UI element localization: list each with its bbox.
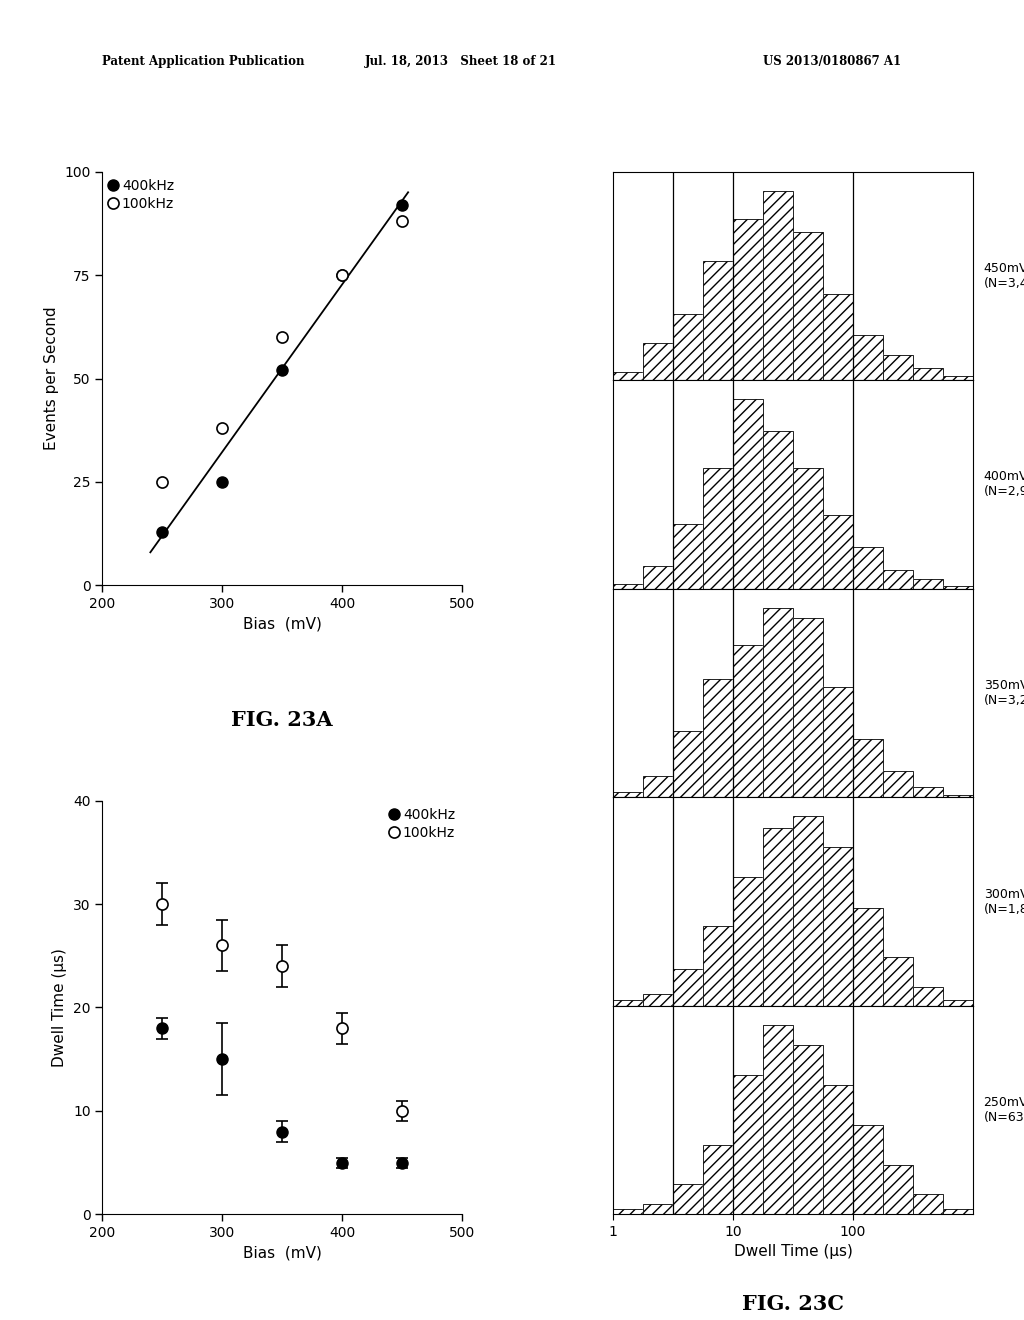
Bar	[763, 829, 793, 1006]
Bar	[793, 469, 823, 589]
Bar	[733, 644, 763, 797]
Bar	[763, 190, 793, 380]
Bar	[823, 293, 853, 380]
Bar	[643, 1204, 673, 1214]
Bar	[673, 969, 703, 1006]
Bar	[793, 1044, 823, 1214]
Bar	[943, 795, 973, 797]
Bar	[643, 565, 673, 589]
Bar	[912, 987, 943, 1006]
Text: 250mV
(N=637): 250mV (N=637)	[984, 1096, 1024, 1125]
Bar	[912, 368, 943, 380]
Bar	[733, 399, 763, 589]
Bar	[823, 686, 853, 797]
Bar	[763, 1024, 793, 1214]
Legend: 400kHz, 100kHz: 400kHz, 100kHz	[110, 178, 174, 211]
Bar	[733, 219, 763, 380]
Y-axis label: Events per Second: Events per Second	[44, 306, 58, 450]
Bar	[853, 739, 883, 797]
Bar	[823, 847, 853, 1006]
Bar	[613, 372, 643, 380]
Bar	[943, 1209, 973, 1214]
Bar	[883, 771, 912, 797]
Bar	[883, 570, 912, 589]
Text: FIG. 23A: FIG. 23A	[231, 710, 333, 730]
Bar	[883, 355, 912, 380]
Text: US 2013/0180867 A1: US 2013/0180867 A1	[763, 55, 901, 69]
Text: Jul. 18, 2013   Sheet 18 of 21: Jul. 18, 2013 Sheet 18 of 21	[365, 55, 557, 69]
Text: FIG. 23C: FIG. 23C	[742, 1294, 844, 1313]
Text: 450mV
(N=3,453): 450mV (N=3,453)	[984, 261, 1024, 290]
Bar	[823, 515, 853, 589]
Bar	[853, 335, 883, 380]
Bar	[673, 314, 703, 380]
Bar	[643, 343, 673, 380]
Bar	[943, 586, 973, 589]
Bar	[883, 1164, 912, 1214]
Y-axis label: Dwell Time (μs): Dwell Time (μs)	[52, 948, 68, 1067]
Text: 400mV
(N=2,974): 400mV (N=2,974)	[984, 470, 1024, 499]
Bar	[613, 792, 643, 797]
Bar	[793, 618, 823, 797]
X-axis label: Bias  (mV): Bias (mV)	[243, 1246, 322, 1261]
Bar	[943, 999, 973, 1006]
Bar	[912, 787, 943, 797]
X-axis label: Bias  (mV): Bias (mV)	[243, 616, 322, 632]
Bar	[613, 583, 643, 589]
Bar	[733, 1074, 763, 1214]
Legend: 400kHz, 100kHz: 400kHz, 100kHz	[390, 808, 455, 840]
Bar	[793, 232, 823, 380]
Bar	[643, 776, 673, 797]
Text: 300mV
(N=1,812): 300mV (N=1,812)	[984, 887, 1024, 916]
Bar	[673, 524, 703, 589]
Bar	[763, 607, 793, 797]
Bar	[912, 579, 943, 589]
Bar	[703, 678, 733, 797]
Bar	[673, 731, 703, 797]
Bar	[673, 1184, 703, 1214]
Text: Patent Application Publication: Patent Application Publication	[102, 55, 305, 69]
Bar	[853, 1125, 883, 1214]
Bar	[643, 994, 673, 1006]
Bar	[853, 908, 883, 1006]
Bar	[853, 546, 883, 589]
Bar	[793, 816, 823, 1006]
Bar	[823, 1085, 853, 1214]
Bar	[763, 432, 793, 589]
Bar	[733, 878, 763, 1006]
Bar	[703, 927, 733, 1006]
Bar	[703, 260, 733, 380]
Bar	[613, 1209, 643, 1214]
Bar	[703, 469, 733, 589]
Bar	[943, 376, 973, 380]
Bar	[613, 999, 643, 1006]
Bar	[912, 1195, 943, 1214]
X-axis label: Dwell Time (μs): Dwell Time (μs)	[733, 1245, 852, 1259]
Bar	[883, 957, 912, 1006]
Bar	[703, 1144, 733, 1214]
Text: 350mV
(N=3,239): 350mV (N=3,239)	[984, 678, 1024, 708]
